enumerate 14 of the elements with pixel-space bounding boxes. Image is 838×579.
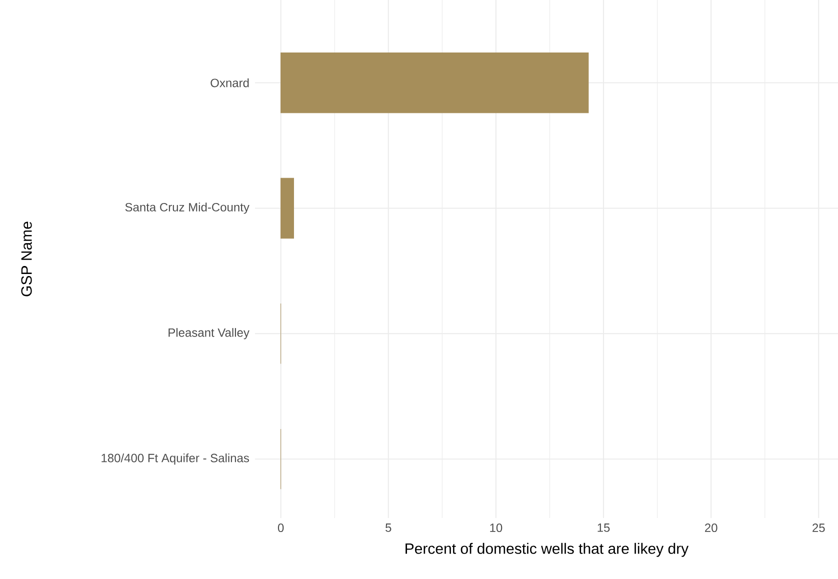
y-tick-label: Santa Cruz Mid-County: [125, 202, 250, 214]
x-tick-label: 10: [490, 524, 502, 532]
y-tick-label: Oxnard: [210, 78, 249, 88]
bar: [280, 178, 294, 239]
y-tick-label: 180/400 Ft Aquifer - Salinas: [102, 453, 250, 465]
x-tick-label: 0: [278, 524, 284, 532]
y-tick-label: Pleasant Valley: [168, 328, 250, 340]
y-axis-title: GSP Name: [21, 222, 32, 296]
x-tick-label: 5: [386, 524, 392, 532]
x-axis-title: Percent of domestic wells that are likey dry: [406, 542, 689, 557]
x-tick-label: 25: [812, 524, 825, 532]
x-tick-label: 20: [705, 524, 718, 532]
x-tick-label: 15: [598, 524, 610, 532]
bar: [280, 52, 589, 114]
